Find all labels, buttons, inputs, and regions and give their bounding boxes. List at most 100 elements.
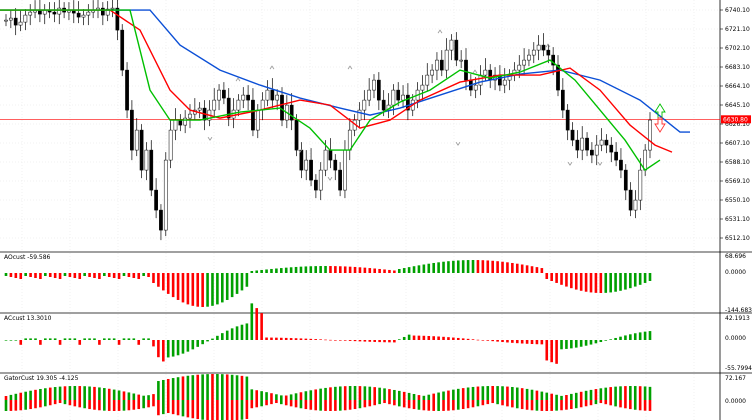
gator-upper-bar	[417, 395, 421, 400]
ao-bar	[255, 270, 259, 273]
gator-upper-bar	[604, 387, 608, 400]
gator-upper-bar	[112, 389, 116, 400]
ac-bar	[9, 340, 13, 341]
gator-upper-bar	[171, 378, 175, 400]
ac-bar	[186, 340, 190, 352]
ac-bar	[511, 340, 514, 343]
ao-bar	[88, 273, 91, 277]
ao-bar	[299, 266, 303, 273]
candle-up	[163, 159, 168, 231]
gator-lower-bar	[584, 400, 588, 407]
candle-up	[23, 14, 28, 23]
ao-bar	[412, 266, 416, 273]
ac-bar	[555, 340, 558, 364]
candle-up	[8, 17, 13, 21]
gator-upper-bar	[68, 386, 72, 400]
gator-upper-bar	[329, 387, 332, 400]
ao-bar	[34, 273, 37, 278]
ao-bar	[358, 267, 362, 273]
gator-upper-bar	[240, 375, 244, 400]
gator-lower-bar	[34, 400, 37, 409]
gator-lower-bar	[609, 400, 612, 406]
ao-bar	[324, 266, 327, 273]
gator-upper-bar	[334, 386, 337, 400]
ao-bar	[196, 273, 200, 307]
ao-bar	[422, 264, 426, 273]
gator-lower-bar	[633, 400, 637, 410]
gator-upper-bar	[550, 393, 553, 400]
gator-upper-bar	[147, 395, 150, 400]
price-label: 6645.10	[725, 102, 750, 109]
ao-bar	[147, 273, 150, 277]
gator-lower-bar	[417, 400, 421, 410]
gator-upper-bar	[560, 395, 563, 400]
ao-bar	[515, 263, 519, 273]
ac-bar	[491, 340, 494, 342]
gator-lower-bar	[314, 400, 318, 411]
gator-upper-bar	[584, 390, 588, 400]
ao-bar	[624, 273, 627, 290]
ao-bar	[589, 273, 593, 293]
candle-up	[425, 74, 430, 86]
candle-down	[100, 7, 105, 16]
gator-upper-bar	[422, 395, 426, 400]
ao-bar	[132, 273, 136, 278]
gator-upper-bar	[594, 389, 598, 400]
candle-up	[197, 107, 202, 111]
ac-bar	[152, 340, 155, 347]
candle-down	[604, 139, 609, 146]
ao-bar	[452, 260, 455, 273]
candle-down	[338, 169, 342, 191]
ac-bar	[58, 340, 62, 345]
gator-upper-bar	[589, 389, 593, 400]
gator-lower-bar	[338, 400, 342, 411]
ao-bar	[112, 273, 116, 278]
gator-upper-bar	[511, 386, 514, 400]
ac-bar	[348, 340, 352, 341]
gator-lower-bar	[329, 400, 332, 411]
gator-lower-bar	[117, 400, 121, 411]
candle-down	[570, 129, 575, 141]
gator-lower-bar	[309, 400, 313, 410]
gator-lower-bar	[275, 400, 278, 404]
candle-up	[420, 84, 425, 91]
gator-lower-bar	[176, 400, 180, 416]
fractal-up-marker	[235, 77, 241, 82]
gator-upper-bar	[393, 389, 396, 400]
gator-upper-bar	[230, 374, 234, 400]
gator-upper-bar	[289, 394, 293, 400]
gator-lower-bar	[211, 400, 214, 420]
gator-lower-bar	[388, 400, 391, 405]
gator-upper-bar	[427, 394, 431, 400]
ao-bar	[216, 273, 219, 305]
ac-bar	[107, 338, 111, 340]
gator-lower-bar	[225, 400, 229, 420]
candle-down	[115, 7, 120, 31]
ao-bar	[584, 273, 588, 292]
gator-upper-bar	[383, 388, 386, 400]
ac-bar	[157, 340, 160, 358]
gator-lower-bar	[378, 400, 381, 405]
ac-bar	[550, 340, 553, 363]
candle-down	[609, 144, 614, 153]
ao-bar	[221, 273, 224, 303]
candle-down	[299, 149, 304, 171]
candle-up	[134, 129, 139, 151]
gator-lower-bar	[574, 400, 578, 409]
ao-bar	[486, 260, 490, 273]
gator-lower-bar	[191, 400, 195, 419]
ao-bar	[314, 266, 318, 273]
gator-upper-bar	[545, 392, 549, 400]
candle-down	[590, 149, 594, 156]
ao-bar	[304, 266, 308, 273]
gator-upper-bar	[555, 394, 558, 400]
gator-upper-bar	[294, 393, 298, 400]
ao-bar	[211, 273, 214, 306]
gator-lower-bar	[511, 400, 514, 408]
ac-bar	[481, 340, 485, 341]
ac-bar	[63, 338, 67, 340]
ac-bar	[73, 338, 77, 340]
ac-bar	[506, 340, 509, 343]
gator-upper-bar	[447, 390, 450, 400]
